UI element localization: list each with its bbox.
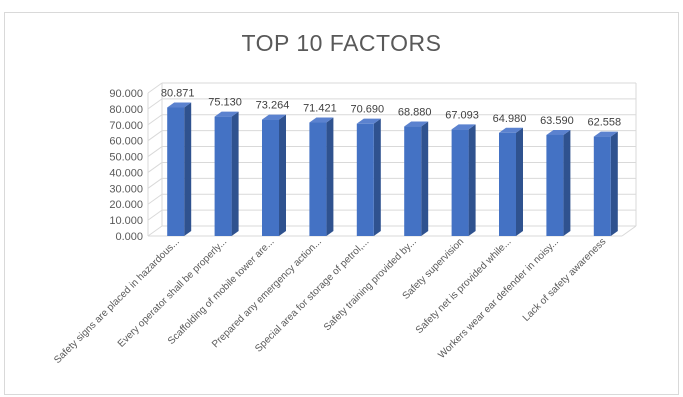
gridline-side: [147, 162, 163, 173]
y-tick-label: 80.000: [109, 104, 143, 116]
bar-front: [214, 116, 232, 236]
gridline-side: [147, 130, 163, 142]
bar: [214, 111, 239, 236]
bar-side: [516, 127, 523, 236]
bar-front: [404, 126, 422, 236]
bar: [546, 129, 571, 236]
bar: [499, 127, 523, 236]
bar-side: [468, 124, 476, 236]
bar-front: [262, 119, 279, 236]
data-label: 64.980: [493, 113, 527, 125]
gridline-side: [147, 225, 163, 237]
bar: [167, 102, 192, 236]
bar-side: [279, 114, 286, 236]
x-tick-label: Safety net is provided while...: [414, 236, 514, 336]
bar: [309, 117, 334, 236]
x-tick-label: Safety training provided by...: [322, 236, 419, 333]
gridline-side: [147, 98, 163, 110]
y-tick-label: 70.000: [109, 120, 143, 132]
bar-top: [593, 131, 618, 137]
bar-top: [451, 124, 476, 130]
bar-top: [214, 111, 239, 117]
bar: [593, 131, 618, 236]
bar-side: [373, 118, 381, 236]
bar-top: [262, 114, 286, 120]
bar-side: [610, 131, 618, 236]
bar-front: [499, 132, 516, 236]
y-tick-label: 50.000: [109, 152, 143, 164]
y-tick-label: 30.000: [109, 183, 143, 195]
bar-front: [593, 136, 611, 236]
bar-top: [404, 121, 429, 127]
data-label: 68.880: [398, 107, 432, 119]
data-label: 62.558: [587, 117, 621, 129]
bar-side: [326, 117, 334, 236]
bar-top: [546, 129, 571, 135]
bar-side: [421, 121, 429, 236]
data-label: 70.690: [350, 104, 384, 116]
y-tick-label: 90.000: [109, 88, 143, 100]
bar: [404, 121, 429, 236]
data-label: 75.130: [208, 97, 242, 109]
bar: [451, 124, 476, 236]
bar-top: [309, 117, 334, 123]
gridline-side: [147, 114, 163, 126]
y-tick-label: 60.000: [109, 136, 143, 148]
bar-top: [356, 118, 381, 124]
bar-front: [167, 107, 185, 236]
bar-side: [231, 111, 239, 236]
bar-front: [309, 122, 327, 236]
gridline-side: [147, 82, 163, 94]
bar-front: [356, 123, 374, 236]
y-tick-label: 20.000: [109, 199, 143, 211]
data-label: 73.264: [256, 100, 290, 112]
data-label: 67.093: [445, 109, 479, 121]
bar-top: [167, 102, 192, 108]
bar-front: [546, 134, 564, 236]
gridline-side: [147, 177, 163, 189]
bar-front: [451, 129, 469, 236]
floor-right-edge: [621, 225, 637, 237]
data-label: 80.871: [161, 88, 195, 100]
bar: [356, 118, 381, 236]
bar-side: [563, 129, 571, 236]
x-tick-label: Lack of safety awareness: [521, 236, 609, 324]
gridline-side: [147, 146, 163, 157]
y-tick-label: 0.000: [115, 231, 143, 243]
data-label: 71.421: [303, 103, 337, 115]
gridline-side: [147, 209, 163, 221]
y-tick-label: 10.000: [109, 215, 143, 227]
y-tick-label: 40.000: [109, 167, 143, 179]
chart-title: TOP 10 FACTORS: [241, 30, 442, 56]
bar: [262, 114, 286, 236]
gridline-side: [147, 193, 163, 205]
data-label: 63.590: [540, 115, 574, 127]
bar-side: [184, 102, 192, 236]
bar-top: [499, 127, 523, 133]
